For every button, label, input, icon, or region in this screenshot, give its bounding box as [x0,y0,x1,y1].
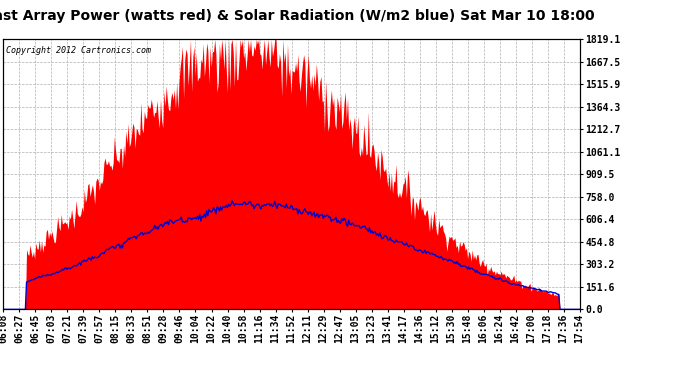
Text: Copyright 2012 Cartronics.com: Copyright 2012 Cartronics.com [6,46,151,55]
Text: East Array Power (watts red) & Solar Radiation (W/m2 blue) Sat Mar 10 18:00: East Array Power (watts red) & Solar Rad… [0,9,595,23]
